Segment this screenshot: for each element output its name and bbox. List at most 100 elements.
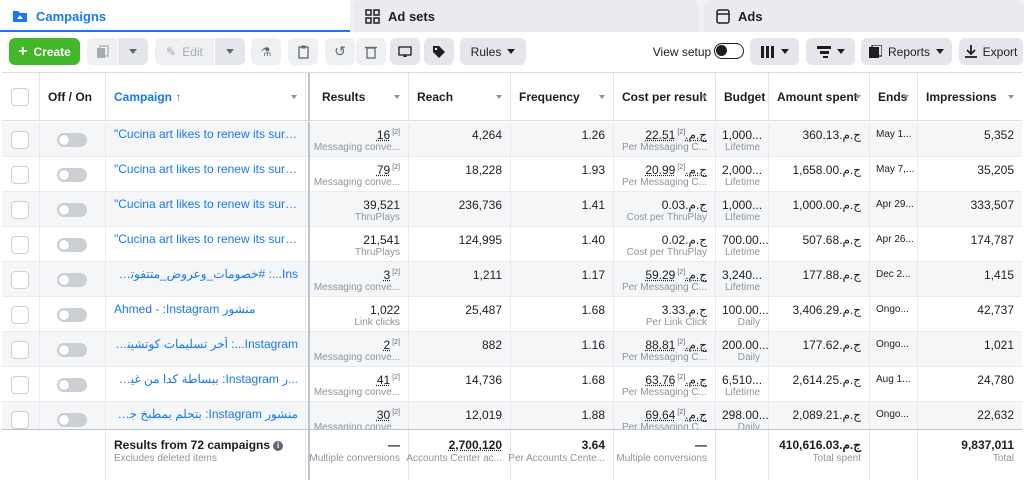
campaign-toggle[interactable] [57,238,87,252]
table-row[interactable]: Ins...: #خصومات_وعروض_متتفوتش مع كوتشينا… [2,262,1022,297]
campaign-name-link[interactable]: "Cucina art likes to renew its surprise.… [114,162,298,176]
cell: 882 [409,332,511,367]
header-off-on[interactable]: Off / On [40,73,106,121]
table-row[interactable]: Instagram...: أخر تسليمات كوتشينا آرت مط… [2,332,1022,367]
rules-button[interactable]: Rules [460,38,526,65]
campaign-toggle[interactable] [57,203,87,217]
table-header: Off / On Campaign ↑ Results Reach Freque… [2,73,1022,121]
campaign-name-link[interactable]: Instagram...: أخر تسليمات كوتشينا آرت مط… [114,337,298,351]
campaign-toggle[interactable] [57,168,87,182]
campaign-toggle[interactable] [57,133,87,147]
cell: Ongo... [870,402,918,437]
column-menu-icon[interactable] [394,95,400,99]
campaign-name-link[interactable]: "Cucina art likes to renew its surprise.… [114,232,298,246]
clipboard-button[interactable] [288,38,318,65]
level-tabs: Campaigns Ad sets Ads [0,0,1024,32]
column-menu-icon[interactable] [1008,95,1014,99]
header-campaign[interactable]: Campaign ↑ [106,73,306,121]
header-cost-per-result[interactable]: Cost per result [614,73,716,121]
cell: 3.33ج.م.‏ Per Link Click [614,297,716,332]
edit-button[interactable]: ✎ Edit [155,38,214,65]
table-row[interactable]: "Cucina art likes to renew its surprise.… [2,157,1022,192]
row-checkbox[interactable] [11,236,29,254]
row-checkbox[interactable] [11,411,29,429]
attribution-icon: [2] [677,409,686,416]
info-icon[interactable]: i [273,440,284,451]
campaign-name-link[interactable]: Ahmed - :Instagram منشور [114,302,256,316]
row-checkbox[interactable] [11,376,29,394]
campaign-name-link[interactable]: منشور Instagram: بتحلم بمطبخ جديد في الس… [114,407,298,421]
reports-button[interactable]: Reports [861,38,952,65]
column-menu-icon[interactable] [903,95,909,99]
edit-dropdown[interactable] [215,38,245,65]
select-all-checkbox[interactable] [11,88,29,106]
header-label: Amount spent [777,90,858,104]
table-row[interactable]: Ahmed - :Instagram منشور 1,022 Link clicks… [2,297,1022,332]
row-checkbox[interactable] [11,271,29,289]
table-row[interactable]: ...ر Instagram: ببساطة كدا من غير تجميل … [2,367,1022,402]
column-menu-icon[interactable] [496,95,502,99]
attribution-icon: [2] [392,339,400,346]
column-menu-icon[interactable] [291,95,297,99]
frequency-value: 1.88 [581,408,605,422]
campaign-name-link[interactable]: "Cucina art likes to renew its surprise.… [114,127,298,141]
campaign-toggle[interactable] [57,413,87,427]
row-checkbox[interactable] [11,341,29,359]
reach-value: 12,019 [465,408,502,422]
row-checkbox[interactable] [11,166,29,184]
results-value: 2 [2] [384,338,400,352]
cell [40,297,106,332]
row-checkbox[interactable] [11,306,29,324]
undo-button[interactable]: ↺ [325,38,355,65]
row-checkbox[interactable] [11,131,29,149]
header-frequency[interactable]: Frequency [511,73,614,121]
campaign-name-link[interactable]: "Cucina art likes to renew its surprise.… [114,197,298,211]
tag-button[interactable] [424,38,454,65]
duplicate-icon [96,44,109,58]
tab-campaigns[interactable]: Campaigns [0,0,350,32]
cell [40,122,106,157]
delete-button[interactable] [356,38,386,65]
tab-ads[interactable]: Ads [704,0,1024,32]
export-button[interactable]: Export [959,38,1023,65]
campaign-toggle[interactable] [57,378,87,392]
campaign-toggle[interactable] [57,273,87,287]
columns-button[interactable] [750,38,799,65]
header-impressions[interactable]: Impressions [918,73,1022,121]
column-menu-icon[interactable] [599,95,605,99]
footer-reach: 2,700,120 Accounts Center ac... [406,430,511,480]
amount-spent-value: 177.88ج.م.‏ [802,268,861,282]
cell: 298.00... Daily [716,402,769,437]
duplicate-button[interactable] [87,38,117,65]
campaign-toggle[interactable] [57,308,87,322]
tab-ad-sets[interactable]: Ad sets [353,0,699,32]
cell: منشور Instagram: بتحلم بمطبخ جديد في الس… [106,402,306,437]
header-results[interactable]: Results [308,73,409,121]
duplicate-dropdown[interactable] [118,38,148,65]
preview-button[interactable] [390,38,420,65]
table-row[interactable]: "Cucina art likes to renew its surprise.… [2,227,1022,262]
cell: 1.41 [511,192,614,227]
view-setup-toggle[interactable] [714,43,744,59]
budget-type: Daily [737,422,760,433]
table-row[interactable]: "Cucina art likes to renew its surprise.… [2,122,1022,157]
header-amount-spent[interactable]: Amount spent [769,73,870,121]
results-value: 79 [2] [377,163,400,177]
column-menu-icon[interactable] [701,95,707,99]
header-budget[interactable]: Budget [716,73,769,121]
create-button[interactable]: + Create [9,38,80,65]
header-reach[interactable]: Reach [409,73,511,121]
row-checkbox[interactable] [11,201,29,219]
table-row[interactable]: "Cucina art likes to renew its surprise.… [2,192,1022,227]
ab-test-button[interactable]: ⚗ [251,38,281,65]
ends-value: Ongo... [876,304,909,315]
breakdown-button[interactable] [806,38,855,65]
ends-value: Aug 1... [876,374,911,385]
cpr-value: 3.33ج.م.‏ [662,303,707,317]
amount-spent-value: 360.13ج.م.‏ [802,128,861,142]
column-menu-icon[interactable] [855,95,861,99]
header-ends[interactable]: Ends [870,73,918,121]
campaign-toggle[interactable] [57,343,87,357]
campaign-name-link[interactable]: Ins...: #خصومات_وعروض_متتفوتش مع كوتشينا [114,267,298,281]
campaign-name-link[interactable]: ...ر Instagram: ببساطة كدا من غير تجميل … [114,372,298,386]
